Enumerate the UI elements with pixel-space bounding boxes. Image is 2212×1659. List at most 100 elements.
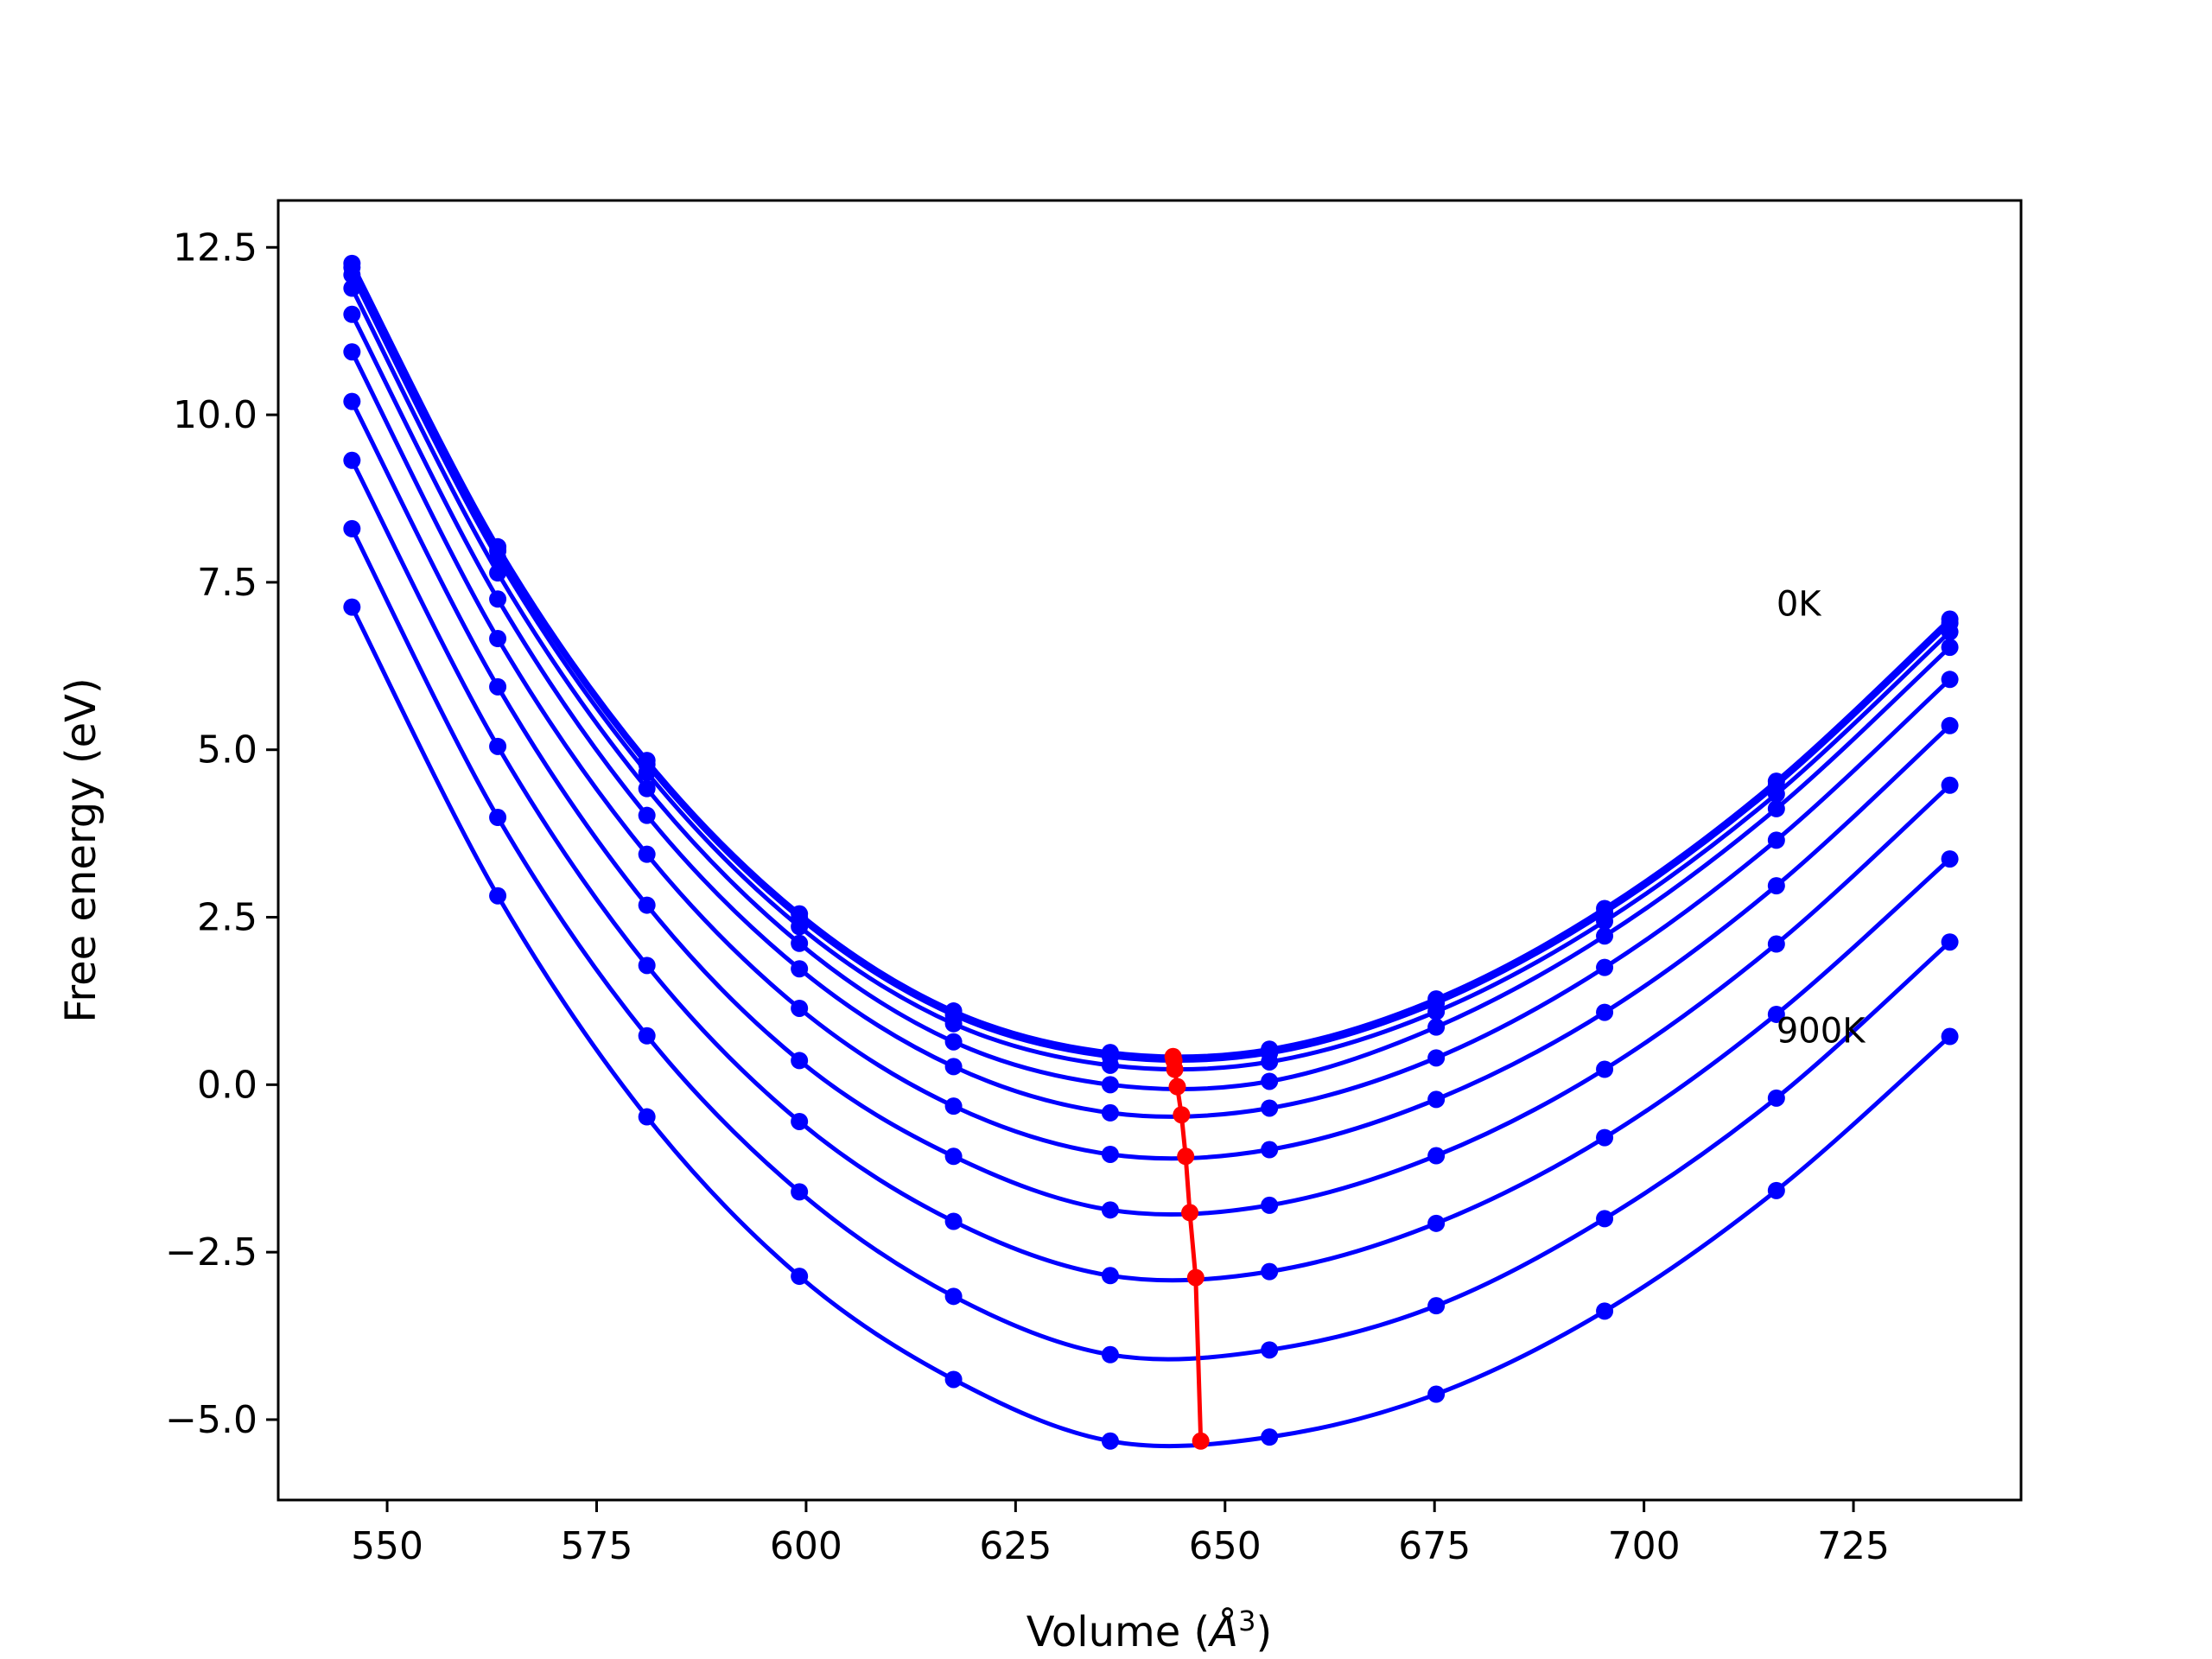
data-point [1101, 1201, 1119, 1219]
data-point [489, 630, 507, 648]
data-point [1941, 1027, 1959, 1046]
data-point [1767, 799, 1785, 817]
data-point [1261, 1196, 1279, 1214]
data-point [791, 960, 809, 978]
data-point [1427, 1090, 1446, 1109]
data-point [1941, 639, 1959, 657]
data-point [791, 1052, 809, 1070]
data-point [1941, 850, 1959, 868]
minimum-point [1168, 1077, 1186, 1096]
data-point [1596, 1060, 1614, 1078]
x-axis: 550 575 600 625 650 675 700 725 [351, 1500, 1890, 1568]
series-8 [343, 519, 1959, 1363]
data-point [638, 896, 656, 914]
data-point [343, 451, 361, 469]
data-point [1941, 716, 1959, 734]
data-point [489, 564, 507, 582]
minimum-point [1166, 1060, 1184, 1078]
series-2 [343, 266, 1959, 1074]
x-tick-label: 625 [979, 1524, 1052, 1568]
data-point [343, 519, 361, 537]
minimum-point [1181, 1204, 1199, 1222]
series-line [350, 287, 1952, 1092]
data-point [1767, 785, 1785, 803]
data-point [1596, 1128, 1614, 1147]
data-point [791, 1112, 809, 1130]
data-point [791, 999, 809, 1017]
data-point [1767, 1181, 1785, 1199]
data-point [1596, 1302, 1614, 1320]
minimum-point [1177, 1147, 1195, 1166]
data-point [1101, 1076, 1119, 1094]
series-4 [343, 305, 1959, 1122]
series-3 [343, 279, 1959, 1094]
y-tick-label: 10.0 [173, 393, 257, 437]
minimum-point [1186, 1268, 1205, 1287]
data-point [489, 809, 507, 827]
series-line [350, 351, 1952, 1161]
data-point [1596, 1003, 1614, 1021]
data-point [1101, 1345, 1119, 1363]
series-9 [343, 598, 1959, 1450]
data-point [343, 392, 361, 410]
data-point [1101, 1145, 1119, 1163]
data-point [944, 1370, 963, 1389]
data-point [343, 305, 361, 323]
data-point [1427, 1297, 1446, 1315]
data-point [1596, 958, 1614, 976]
data-point [343, 266, 361, 284]
temperature-annotation: 900K [1777, 1011, 1866, 1051]
temperature-annotation: 0K [1777, 585, 1822, 625]
data-point [1101, 1432, 1119, 1450]
data-point [1941, 623, 1959, 641]
series-line [350, 527, 1952, 1362]
data-point [1941, 671, 1959, 689]
data-point [944, 1147, 963, 1166]
data-point [791, 1183, 809, 1201]
y-tick-label: 2.5 [197, 896, 257, 940]
data-point [638, 806, 656, 824]
series-line [350, 313, 1952, 1119]
data-point [343, 279, 361, 297]
data-point [1101, 1267, 1119, 1285]
data-point [1767, 1005, 1785, 1023]
y-tick-label: 12.5 [173, 226, 257, 270]
data-point [489, 887, 507, 905]
series-line [350, 266, 1952, 1064]
data-point [343, 343, 361, 361]
minimum-point [1173, 1106, 1191, 1124]
minimum-path [1164, 1047, 1210, 1450]
series-line [350, 400, 1952, 1217]
series-6 [343, 392, 1959, 1219]
x-tick-label: 575 [560, 1524, 632, 1568]
data-point [1427, 1049, 1446, 1067]
data-point [1767, 935, 1785, 953]
data-point [944, 1212, 963, 1230]
data-point [1427, 1018, 1446, 1036]
data-point [638, 957, 656, 975]
data-point [1596, 1210, 1614, 1228]
data-point [638, 1108, 656, 1126]
x-tick-label: 700 [1608, 1524, 1681, 1568]
data-point [791, 1268, 809, 1286]
series-line [350, 273, 1952, 1072]
data-point [944, 1097, 963, 1116]
data-point [638, 845, 656, 863]
data-point [1427, 1214, 1446, 1232]
data-point [1596, 927, 1614, 945]
data-point [1101, 1056, 1119, 1074]
data-point [1427, 1385, 1446, 1403]
y-tick-label: −5.0 [165, 1398, 257, 1442]
data-point [1941, 933, 1959, 951]
data-point [1261, 1428, 1279, 1446]
y-axis: −5.0 −2.5 0.0 2.5 5.0 7.5 10.0 12.5 [165, 226, 278, 1442]
data-point [944, 1287, 963, 1306]
x-tick-label: 725 [1817, 1524, 1890, 1568]
series-5 [343, 343, 1959, 1163]
series-7 [343, 451, 1959, 1285]
series-line [350, 262, 1952, 1059]
y-tick-label: 5.0 [197, 728, 257, 772]
annotations: 0K 900K [1777, 585, 1866, 1052]
